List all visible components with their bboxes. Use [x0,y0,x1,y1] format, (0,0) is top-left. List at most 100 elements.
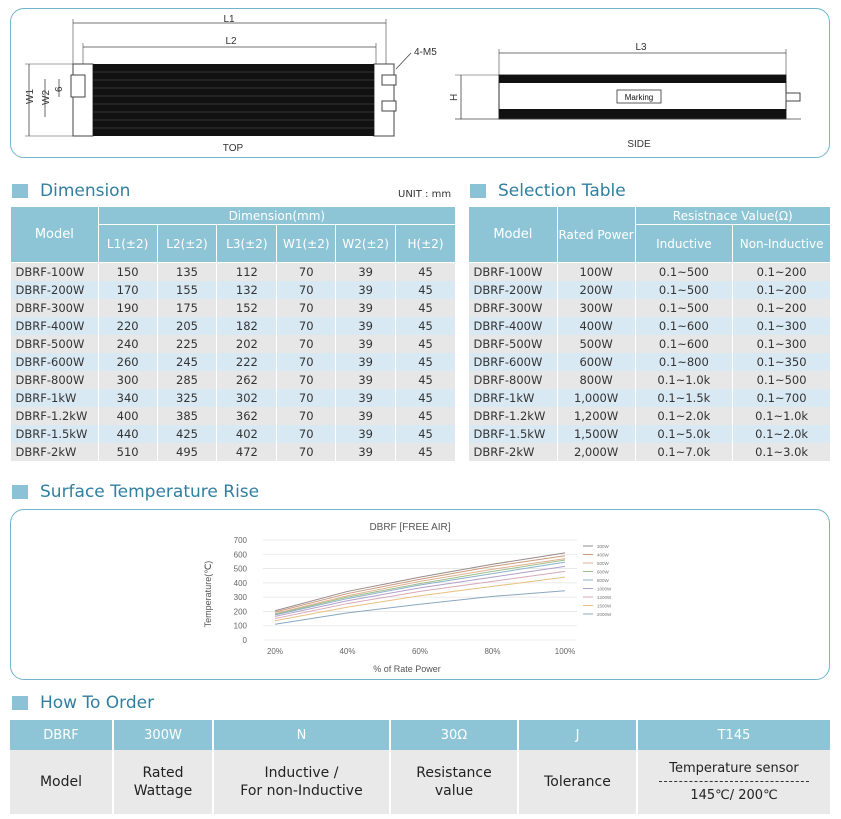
dim-table-cell: 39 [335,442,397,461]
sel-col-non-inductive: Non-Inductive [732,224,831,263]
dim-table-cell: 45 [395,352,456,371]
dim-table-cell: 285 [157,370,218,389]
dim-table-cell: 155 [157,280,218,299]
label-marking: Marking [625,93,653,102]
dim-table-cell: 202 [216,334,278,353]
temperature-chart: DBRF [FREE AIR] 0 100 200 300 400 500 600 700 20%… [203,522,612,674]
chart-legend-label: 300W [597,544,610,549]
sel-table-cell: 0.1~7.0k [635,442,734,461]
dim-table-cell: 45 [395,424,456,443]
sel-table-cell: 0.1~600 [635,316,734,335]
sel-col-model: Model [468,206,558,263]
surface-heading: Surface Temperature Rise [12,482,259,502]
label-top: TOP [223,143,244,154]
dim-col-l2: L2(±2) [156,224,218,263]
chart-xlabel: % of Rate Power [373,664,441,674]
label-l3: L3 [635,42,647,53]
dim-table-cell: DBRF-1kW [10,388,99,407]
unit-label: UNIT : mm [398,189,452,200]
dim-col-w2: W2(±2) [335,224,397,263]
dim-table-cell: DBRF-400W [10,316,99,335]
dim-col-w1: W1(±2) [276,224,337,263]
sel-table-cell: DBRF-2kW [468,442,558,461]
dim-table-row: DBRF-300W 190 175 152 70 39 45 [10,298,456,317]
sel-table-cell: 0.1~500 [635,298,734,317]
side-view: L3 Marking H SIDE [449,42,801,150]
dim-table-cell: 440 [98,424,158,443]
dim-table-cell: DBRF-100W [10,262,99,281]
dim-table-cell: 262 [216,370,278,389]
dim-table-cell: DBRF-200W [10,280,99,299]
sel-table-cell: DBRF-1.5kW [468,424,558,443]
sel-table-cell: 0.1~800 [635,352,734,371]
dim-table-cell: 39 [335,298,397,317]
sel-table-cell: 0.1~500 [732,370,831,389]
dim-table-cell: 70 [276,262,337,281]
sel-table-cell: DBRF-600W [468,352,558,371]
sel-table-cell: 0.1~300 [732,334,831,353]
dim-table-cell: 205 [157,316,218,335]
order-code-inductive: N [214,720,389,750]
dim-col-l3: L3(±2) [216,224,278,263]
sel-table-cell: DBRF-400W [468,316,558,335]
sel-col-inductive: Inductive [634,224,734,263]
sel-table-cell: 0.1~700 [732,388,831,407]
dim-table-cell: DBRF-1.2kW [10,406,99,425]
dim-table-cell: 220 [98,316,158,335]
sel-table-cell: 0.1~1.5k [635,388,734,407]
dim-table-cell: 45 [395,406,456,425]
dim-table-cell: 39 [335,262,397,281]
label-side: SIDE [627,139,651,150]
sel-table-row: DBRF-1.5kW 1,500W 0.1~5.0k 0.1~2.0k [468,424,831,443]
dim-table-row: DBRF-600W 260 245 222 70 39 45 [10,352,456,371]
chart-xtick-label: 40% [339,647,355,656]
dimension-title: Dimension [40,181,131,201]
sel-table-cell: 0.1~1.0k [635,370,734,389]
dim-table-cell: DBRF-800W [10,370,99,389]
sel-table-cell: 2,000W [557,442,636,461]
label-screw: 4-M5 [414,47,437,58]
dim-table-cell: 70 [276,334,337,353]
dim-table-cell: 472 [216,442,278,461]
dim-table-row: DBRF-1kW 340 325 302 70 39 45 [10,388,456,407]
sel-table-cell: 1,000W [557,388,636,407]
chart-legend-label: 500W [597,561,610,566]
chart-series-line [274,570,566,620]
chart-series-line [274,552,566,612]
chart-ytick-label: 0 [243,636,248,645]
chart-series-line [274,561,566,616]
sel-table-cell: 0.1~600 [635,334,734,353]
dim-table-cell: 70 [276,388,337,407]
chart-xtick-label: 100% [555,647,575,656]
dim-table-cell: 45 [395,316,456,335]
chart-legend-label: 2000W [597,612,612,617]
sel-table-row: DBRF-800W 800W 0.1~1.0k 0.1~500 [468,370,831,389]
dim-table-row: DBRF-800W 300 285 262 70 39 45 [10,370,456,389]
dim-table-cell: 70 [276,316,337,335]
order-title: How To Order [40,693,155,713]
sel-table-cell: 500W [557,334,636,353]
order-desc-resistance: Resistance value [391,750,517,814]
dim-table-cell: 190 [98,298,158,317]
chart-legend-label: 800W [597,578,610,583]
order-heading: How To Order [12,693,154,713]
sel-table-row: DBRF-1.2kW 1,200W 0.1~2.0k 0.1~1.0k [468,406,831,425]
dim-table-cell: 39 [335,424,397,443]
sel-table-cell: 0.1~3.0k [732,442,831,461]
dim-col-model: Model [10,206,99,263]
sel-group-header: Resistnace Value(Ω) [634,206,831,225]
chart-ytick-label: 500 [234,565,248,574]
dim-table-cell: 70 [276,280,337,299]
sel-table-cell: 0.1~1.0k [732,406,831,425]
chart-ytick-label: 700 [234,536,248,545]
sel-table-cell: DBRF-200W [468,280,558,299]
dim-table-cell: 402 [216,424,278,443]
label-6: 6 [54,86,65,92]
dimension-heading: Dimension [12,181,130,201]
dim-table-cell: 39 [335,370,397,389]
order-desc-inductive: Inductive / For non-Inductive [214,750,389,814]
dim-table-cell: 70 [276,298,337,317]
dim-table-cell: 45 [395,298,456,317]
dim-table-cell: 300 [98,370,158,389]
dim-table-cell: 39 [335,334,397,353]
